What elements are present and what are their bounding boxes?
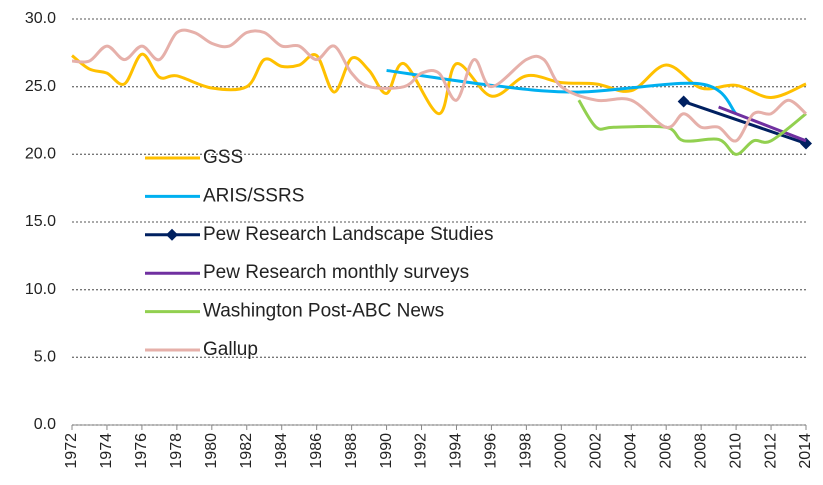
series-line	[718, 105, 807, 143]
x-tick-label: 1972	[63, 433, 80, 469]
y-tick-label: 0.0	[34, 416, 56, 433]
legend-label: Gallup	[203, 339, 258, 360]
x-tick-label: 1990	[378, 433, 395, 469]
x-tick-label: 2000	[553, 433, 570, 469]
x-tick-label: 1976	[133, 433, 150, 469]
series-line	[386, 68, 738, 115]
x-tick-label: 1988	[343, 433, 360, 469]
x-tick-label: 1982	[238, 433, 255, 469]
x-tick-label: 1992	[413, 433, 430, 469]
legend-marker	[166, 228, 178, 241]
x-tick-label: 2002	[588, 433, 605, 469]
legend-label: GSS	[203, 147, 243, 168]
legend-label: Pew Research monthly surveys	[203, 262, 469, 283]
x-tick-label: 2006	[657, 433, 674, 469]
x-tick-label: 1974	[98, 433, 115, 469]
x-tick-label: 1998	[518, 433, 535, 469]
x-tick-label: 1986	[308, 433, 325, 469]
x-tick-label: 1996	[483, 433, 500, 469]
x-tick-label: 1978	[168, 433, 185, 469]
y-tick-label: 10.0	[25, 281, 56, 298]
point-marker	[677, 95, 690, 108]
y-tick-label: 15.0	[25, 213, 56, 230]
series-line	[577, 99, 807, 156]
y-tick-label: 30.0	[25, 10, 56, 27]
series-line	[683, 100, 807, 145]
x-tick-label: 2008	[692, 433, 709, 469]
legend-label: ARIS/SSRS	[203, 185, 304, 206]
x-tick-label: 2010	[727, 433, 744, 469]
y-tick-label: 25.0	[25, 78, 56, 95]
x-tick-label: 1980	[203, 433, 220, 469]
series-line	[71, 52, 807, 116]
legend-label: Pew Research Landscape Studies	[203, 224, 493, 245]
legend-label: Washington Post-ABC News	[203, 301, 444, 322]
y-tick-label: 20.0	[25, 146, 56, 163]
x-tick-label: 2012	[762, 433, 779, 469]
y-tick-label: 5.0	[34, 349, 56, 366]
series-line	[71, 28, 808, 143]
x-tick-label: 2014	[797, 433, 814, 469]
x-tick-label: 1984	[273, 433, 290, 469]
x-tick-label: 2004	[622, 433, 639, 469]
x-tick-label: 1994	[448, 433, 465, 469]
